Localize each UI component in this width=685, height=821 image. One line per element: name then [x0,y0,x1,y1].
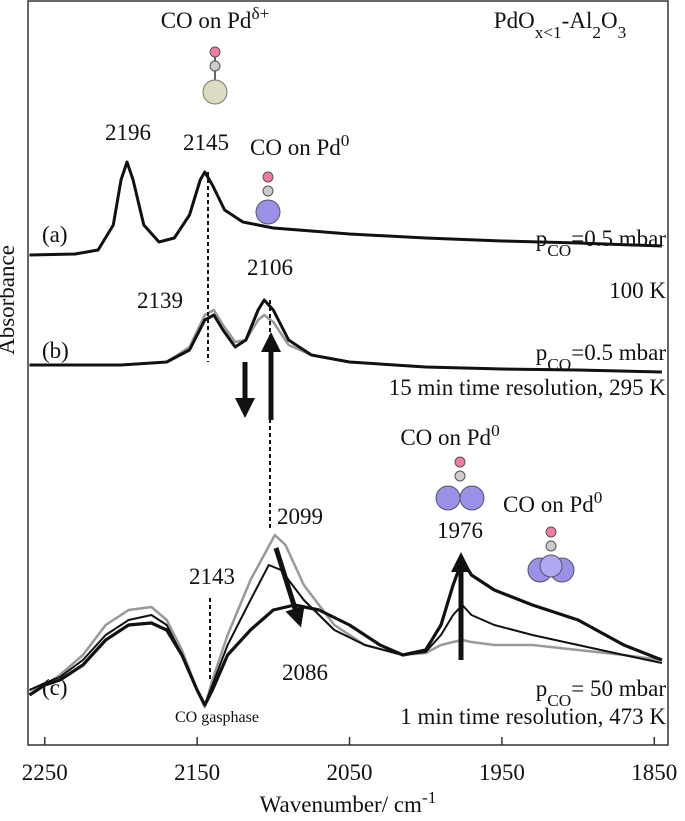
text-segment: 1 min time resolution, 473 K [400,704,666,729]
text-segment: 15 min time resolution, 295 K [389,375,667,400]
text-segment: CO [547,691,571,710]
guides [207,172,471,682]
annotation: 15 min time resolution, 295 K [389,375,667,400]
annotation: 2106 [247,255,293,280]
spectrum-line [29,533,663,709]
text-segment: (c) [42,675,68,700]
text-segment: x<1 [535,23,562,42]
x-axis-title: Wavenumber/ cm-1 [260,788,437,818]
text-segment: 100 K [609,278,666,303]
annotation: CO on Pdδ+ [161,4,270,34]
text-segment: p [536,226,548,251]
text-segment: =0.5 mbar [571,226,666,251]
text-segment: PdO [494,8,535,33]
chart-title: PdOx<1-Al2O3 [494,8,626,42]
annotation: (a) [42,222,68,247]
text-segment: 2145 [183,130,229,155]
x-tick-label: 1850 [631,760,677,785]
annotation: pCO= 50 mbar [536,676,667,710]
text-segment: CO [547,355,571,374]
annotation: 2099 [277,504,323,529]
annotation: pCO=0.5 mbar [536,340,667,374]
text-segment: 2086 [282,660,328,685]
text-segment: 0 [594,488,603,507]
x-tick-label: 2150 [174,760,220,785]
text-segment: Wavenumber/ cm [260,792,422,817]
annotation: 2196 [105,120,151,145]
text-segment: CO on Pd [161,8,252,33]
molecule-icons [202,46,575,583]
x-tick-label: 2050 [327,760,373,785]
annotation: (b) [42,338,69,363]
text-segment: 3 [618,23,627,42]
text-segment: 0 [491,421,500,440]
arrow [273,547,305,628]
text-segment: = 50 mbar [571,676,666,701]
annotation: CO on Pd0 [503,488,602,518]
text-segment: -Al [562,8,593,33]
annotation: 2145 [183,130,229,155]
text-segment: 2 [592,23,601,42]
spectrum-line [29,564,663,706]
annotation: CO gasphase [175,709,259,726]
y-axis-title: Absorbance [0,245,19,355]
annotation: 1976 [437,518,483,543]
annotation: 2143 [189,564,235,589]
text-segment: CO gasphase [175,709,259,726]
text-segment: 0 [341,131,350,150]
text-segment: (b) [42,338,69,363]
annotation: pCO=0.5 mbar [536,226,667,260]
text-segment: -1 [422,788,436,807]
text-segment: 2139 [137,288,183,313]
annotation: CO on Pd0 [250,131,349,161]
plot-area [28,160,663,709]
spectrum-line [28,558,663,707]
plot-frame [27,0,669,746]
text-segment: CO on Pd [503,492,594,517]
text-segment: O [601,8,618,33]
annotation: 2086 [282,660,328,685]
text-segment: δ+ [251,4,269,23]
spectrum-line [29,298,662,374]
annotation: 1 min time resolution, 473 K [400,704,666,729]
annotation: (c) [42,675,68,700]
spectrum-line [29,160,662,257]
text-segment: CO on Pd [400,425,491,450]
text-segment: p [536,340,548,365]
text-segment: =0.5 mbar [571,340,666,365]
text-segment: CO [547,241,571,260]
text-segment: 2196 [105,120,151,145]
annotation: CO on Pd0 [400,421,499,451]
annotation: 100 K [609,278,666,303]
annotation: 2139 [137,288,183,313]
text-segment: 2106 [247,255,293,280]
x-tick-label: 2250 [22,760,68,785]
text-segment: (a) [42,222,68,247]
text-segment: p [536,676,548,701]
text-segment: 2099 [277,504,323,529]
x-tick-label: 1950 [479,760,525,785]
text-segment: 1976 [437,518,483,543]
text-segment: 2143 [189,564,235,589]
text-segment: CO on Pd [250,135,341,160]
